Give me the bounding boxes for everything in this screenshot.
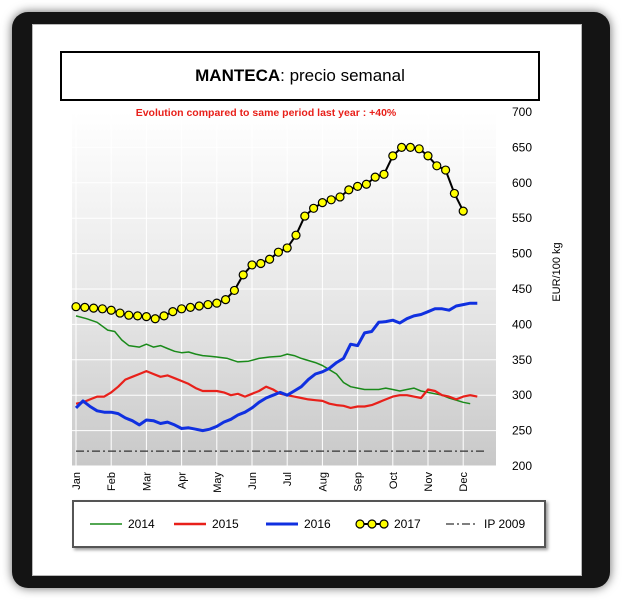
y-tick-label: 250: [512, 424, 532, 438]
y-tick-label: 400: [512, 317, 532, 331]
point-2017: [238, 270, 248, 280]
point-2017: [441, 165, 451, 175]
point-2017: [115, 308, 125, 318]
y-tick-label: 450: [512, 282, 532, 296]
point-2017: [379, 169, 389, 179]
point-2017: [185, 302, 195, 313]
y-axis-label: EUR/100 kg: [551, 242, 563, 301]
x-tick-label: May: [212, 472, 224, 493]
point-2017: [326, 195, 336, 205]
title-rest: : precio semanal: [280, 66, 405, 85]
legend-label: 2017: [394, 517, 421, 531]
y-tick-label: 700: [512, 105, 532, 119]
point-2017: [88, 303, 99, 313]
point-2017: [309, 203, 319, 213]
y-tick-label: 300: [512, 388, 532, 402]
chart-title-box: MANTECA: precio semanal: [60, 51, 540, 101]
point-2017: [414, 144, 424, 154]
point-2017: [344, 185, 354, 195]
legend-label: 2015: [212, 517, 239, 531]
point-2017: [291, 230, 301, 240]
x-tick-label: Jun: [247, 472, 259, 490]
point-2017: [133, 311, 143, 321]
point-2017: [141, 312, 151, 322]
point-2017: [458, 206, 468, 216]
point-2017: [335, 192, 345, 202]
y-tick-label: 550: [512, 211, 532, 225]
series-line-2015: [75, 370, 478, 409]
point-2017: [97, 304, 108, 314]
x-tick-label: Nov: [423, 472, 435, 492]
point-2017: [265, 254, 275, 264]
point-2017: [159, 311, 169, 321]
series-markers: [71, 142, 468, 324]
x-tick-label: Aug: [317, 472, 329, 492]
point-2017: [247, 260, 257, 270]
point-2017: [177, 304, 187, 314]
point-2017: [449, 188, 459, 199]
x-tick-label: Oct: [388, 472, 400, 489]
point-2017: [353, 181, 363, 191]
point-2017: [432, 161, 442, 171]
legend-marker-2017: [355, 519, 365, 529]
legend-marker-2017: [379, 519, 389, 529]
x-tick-label: Apr: [177, 472, 189, 489]
point-2017: [150, 314, 160, 324]
chart-annotation: Evolution compared to same period last y…: [136, 107, 397, 119]
y-tick-label: 350: [512, 353, 532, 367]
point-2017: [168, 307, 178, 317]
point-2017: [71, 302, 81, 312]
legend: 2014 2015 2016 2017 IP 2009: [72, 500, 546, 548]
point-2017: [194, 301, 204, 311]
point-2017: [229, 285, 239, 296]
point-2017: [405, 142, 415, 152]
point-2017: [256, 258, 266, 269]
series-line-2016: [74, 301, 478, 433]
title-product: MANTECA: [195, 66, 281, 85]
point-2017: [370, 172, 380, 182]
x-tick-label: Jul: [282, 472, 294, 486]
point-2017: [282, 243, 292, 253]
x-tick-label: Jan: [71, 472, 83, 490]
x-tick-label: Mar: [141, 472, 153, 491]
point-2017: [388, 151, 398, 161]
point-2017: [221, 295, 231, 305]
point-2017: [423, 151, 433, 161]
legend-label: IP 2009: [484, 517, 525, 531]
point-2017: [300, 211, 310, 221]
axes: 200 250 300 350 400 450 500 550 600 650 700 Jan Feb M…: [71, 105, 532, 493]
series-line-2014: [75, 315, 471, 405]
legend-label: 2014: [128, 517, 155, 531]
y-tick-label: 650: [512, 140, 532, 154]
y-tick-label: 600: [512, 176, 532, 190]
legend-marker-2017: [367, 519, 377, 529]
x-tick-label: Dec: [458, 472, 470, 492]
x-tick-label: Sep: [353, 472, 365, 492]
point-2017: [106, 305, 116, 315]
point-2017: [124, 310, 134, 320]
y-tick-label: 500: [512, 247, 532, 261]
point-2017: [361, 179, 371, 189]
point-2017: [397, 142, 407, 152]
point-2017: [317, 198, 327, 208]
point-2017: [203, 299, 213, 310]
legend-label: 2016: [304, 517, 331, 531]
point-2017: [80, 302, 90, 313]
legend-items: 2014 2015 2016 2017 IP 2009: [90, 517, 525, 531]
x-tick-label: Feb: [106, 472, 118, 491]
point-2017: [273, 247, 283, 257]
y-tick-label: 200: [512, 459, 532, 473]
point-2017: [212, 298, 222, 308]
